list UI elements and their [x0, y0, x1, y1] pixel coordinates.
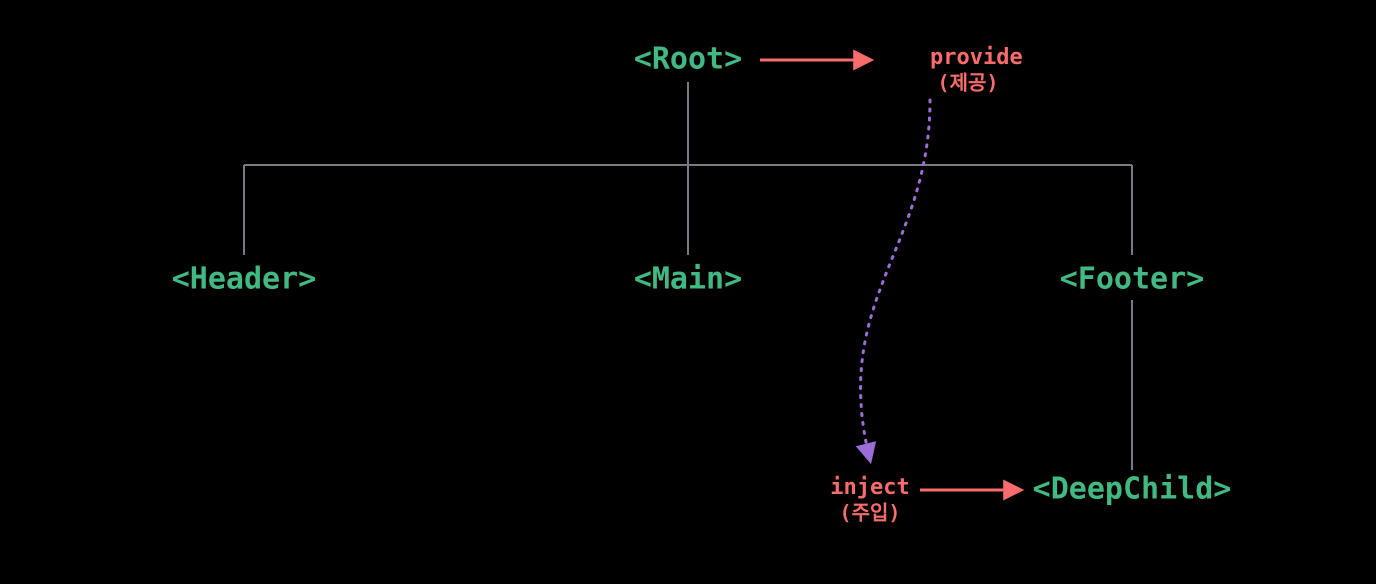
provide-sublabel: (제공) [938, 71, 999, 95]
inject-sublabel: (주입) [840, 501, 901, 525]
provide-inject-flow [861, 100, 930, 460]
node-main: <Main> [634, 262, 742, 297]
diagram-canvas: <Root><Header><Main><Footer><DeepChild> … [0, 0, 1376, 584]
annotations-layer: provide(제공) inject(주입) [830, 45, 1022, 525]
node-root: <Root> [634, 42, 742, 77]
provide-label: provide [930, 45, 1023, 70]
node-deepchild: <DeepChild> [1033, 472, 1232, 507]
node-header: <Header> [172, 262, 317, 297]
nodes-layer: <Root> <Header> <Main> <Footer> <DeepChild> [172, 42, 1232, 507]
flow-curve-layer [861, 100, 930, 460]
annotation-arrows-layer [760, 60, 1020, 490]
inject-label: inject [830, 475, 909, 500]
node-footer: <Footer> [1060, 262, 1205, 297]
